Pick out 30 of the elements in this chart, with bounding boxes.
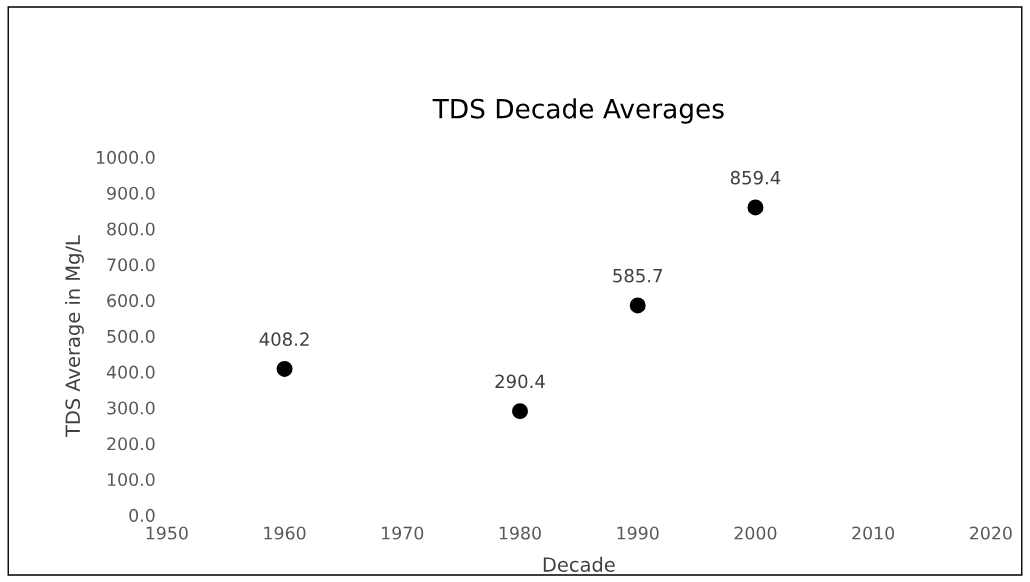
y-tick-label: 600.0	[107, 294, 155, 308]
y-tick-label: 800.0	[107, 222, 155, 236]
y-tick-label: 900.0	[107, 186, 155, 200]
y-tick-label: 300.0	[107, 401, 155, 415]
x-tick-label: 1990	[617, 526, 659, 540]
x-axis-title: Decade	[543, 556, 615, 572]
y-tick-label: 0.0	[129, 508, 155, 522]
y-tick-label: 100.0	[107, 472, 155, 487]
x-tick-label: 2000	[734, 526, 777, 540]
point	[512, 403, 528, 420]
y-axis-title: TDS Average in Mg/L	[65, 235, 84, 438]
data-label: 585.7	[613, 268, 663, 283]
chart-title: TDS Decade Averages	[432, 98, 724, 124]
x-tick-label: 1960	[264, 526, 306, 540]
x-tick-label: 1980	[499, 526, 541, 540]
point	[629, 297, 646, 314]
data-label: 408.2	[259, 332, 309, 347]
data-label: 859.4	[730, 170, 781, 185]
x-tick-label: 2020	[970, 526, 1012, 540]
y-tick-label: 200.0	[107, 437, 155, 451]
point	[747, 199, 764, 216]
x-tick-label: 2010	[852, 526, 895, 540]
x-tick-label: 1950	[146, 526, 188, 540]
y-tick-label: 500.0	[107, 329, 155, 343]
y-tick-label: 400.0	[106, 365, 155, 379]
x-tick-label: 1970	[382, 526, 424, 540]
data-label: 290.4	[495, 374, 545, 389]
point	[276, 360, 293, 377]
y-tick-label: 700.0	[107, 258, 155, 272]
y-tick-label: 1000.0	[96, 150, 155, 164]
